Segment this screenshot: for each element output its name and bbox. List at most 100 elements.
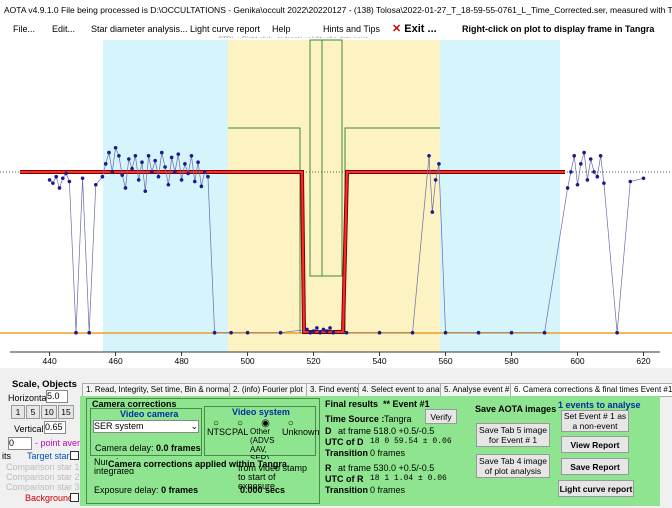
tab[interactable]: 5. Analyse event #1: [440, 383, 518, 397]
data-point: [595, 174, 600, 179]
d-frame: at frame 518.0 +0.5/-0.5: [338, 426, 435, 436]
final-title: Final results: [325, 399, 379, 409]
data-point: [278, 330, 283, 335]
tab-active[interactable]: 6. Camera corrections & final times Even…: [510, 383, 672, 397]
radio-ntsc[interactable]: NTSC: [207, 427, 232, 437]
video-camera-group: [90, 408, 202, 456]
data-point: [575, 182, 580, 187]
data-point: [377, 330, 382, 335]
menu-report[interactable]: Light curve report: [190, 24, 261, 34]
avg-label: - point average: [35, 438, 96, 448]
data-point: [588, 157, 593, 161]
lc-report-button[interactable]: Light curve report: [558, 480, 634, 497]
comp-label: Comparison star 3: [6, 482, 80, 492]
video-system-group: [204, 406, 316, 456]
data-point: [582, 150, 586, 155]
data-point: [150, 170, 154, 174]
camera-heading: Camera corrections: [92, 399, 177, 409]
data-point: [60, 176, 65, 181]
data-point: [427, 153, 431, 158]
camera-select-text: SER system: [94, 421, 144, 431]
scale-btn[interactable]: 10: [41, 405, 57, 419]
save-tab4-button[interactable]: Save Tab 4 image of plot analysis: [476, 454, 550, 478]
data-point: [166, 182, 171, 187]
time-source-label: Time Source :: [325, 414, 385, 424]
data-point: [136, 178, 141, 182]
view-report-button[interactable]: View Report: [561, 436, 629, 453]
target-checkbox[interactable]: [70, 451, 79, 460]
x-tick-label: 460: [108, 356, 122, 366]
green-guide: [228, 127, 301, 333]
data-point: [169, 155, 174, 160]
scale-btn[interactable]: 15: [58, 405, 74, 419]
data-point: [80, 176, 85, 181]
x-tick-label: 500: [240, 356, 254, 366]
scale-heading: Scale, Objects: [12, 379, 77, 390]
video-system-heading: Video system: [232, 407, 290, 417]
camera-delay: Camera delay:: [95, 443, 154, 453]
radio-pal[interactable]: PAL: [232, 427, 249, 437]
radio-circles: ○○◉○: [213, 418, 312, 429]
scale-btn[interactable]: 1: [11, 405, 25, 419]
d-utc: 18 0 59.54 ± 0.06: [370, 437, 452, 446]
verify-button[interactable]: Verify: [425, 409, 457, 424]
menu-hints[interactable]: Hints and Tips: [323, 24, 381, 34]
background-checkbox[interactable]: [70, 493, 79, 502]
camera-select[interactable]: SER system ⌄: [93, 420, 199, 433]
save-report-button[interactable]: Save Report: [561, 458, 629, 475]
exposure-value: 0 frames: [161, 485, 199, 495]
data-point: [331, 330, 336, 335]
data-point: [159, 150, 164, 155]
data-point: [199, 184, 204, 189]
data-point: [328, 326, 332, 330]
save-tab5-button[interactable]: Save Tab 5 image for Event # 1: [476, 423, 550, 447]
d-label: D: [325, 426, 332, 436]
menu-bar: [0, 20, 672, 38]
dropdown-arrow: ⌄: [190, 421, 198, 431]
data-point: [120, 173, 124, 177]
save-heading: Save AOTA images: [475, 404, 557, 414]
data-point: [628, 179, 633, 184]
data-point: [93, 182, 98, 187]
data-point: [410, 330, 415, 335]
scale-btn[interactable]: 5: [26, 405, 40, 419]
data-point: [509, 330, 514, 335]
light-curve-plot[interactable]: 440 460 480 500 520 540 560 580 600 620: [0, 38, 672, 368]
radio-other[interactable]: Other (ADVS AAV, SER): [250, 427, 275, 463]
tab[interactable]: 2. (info) Fourier plot: [229, 383, 307, 397]
data-point: [54, 174, 58, 179]
menu-star[interactable]: Star diameter analysis...: [91, 24, 188, 34]
data-point: [113, 145, 118, 150]
its-label: its: [2, 451, 11, 461]
d-trans-label: Transition: [325, 448, 369, 458]
tab[interactable]: 1. Read, Integrity, Set time, Bin & norm…: [82, 383, 245, 397]
menu-file[interactable]: File...: [13, 24, 36, 34]
horizontal-label: Horizontal: [8, 393, 49, 403]
data-point: [189, 153, 194, 158]
h-input[interactable]: 5.0: [46, 390, 68, 403]
r-trans-label: Transition: [325, 485, 369, 495]
x-tick-label: 620: [636, 356, 650, 366]
avg-select[interactable]: 0: [8, 437, 32, 450]
data-point: [598, 153, 603, 158]
radio-unknown[interactable]: Unknown: [282, 427, 320, 437]
background-label: Background: [25, 493, 74, 503]
exposure-delay: Exposure delay:: [94, 485, 159, 495]
exit-icon: ✕: [392, 23, 405, 35]
v-input[interactable]: 0.65: [44, 421, 66, 434]
data-point: [542, 330, 547, 335]
tab[interactable]: 3. Find events: [306, 383, 365, 397]
menu-help[interactable]: Help: [272, 24, 291, 34]
data-point: [47, 178, 52, 182]
data-point: [186, 171, 190, 176]
data-point: [315, 326, 319, 330]
data-point: [579, 162, 583, 166]
data-point: [117, 153, 121, 158]
menu-edit[interactable]: Edit...: [52, 24, 76, 34]
menu-exit[interactable]: ✕ Exit ...: [392, 22, 437, 35]
non-event-button[interactable]: Set Event # 1 as a non-event: [561, 410, 629, 432]
secs: 0.000 secs: [240, 485, 286, 495]
data-point: [156, 174, 161, 179]
d-trans: 0 frames: [370, 448, 406, 458]
